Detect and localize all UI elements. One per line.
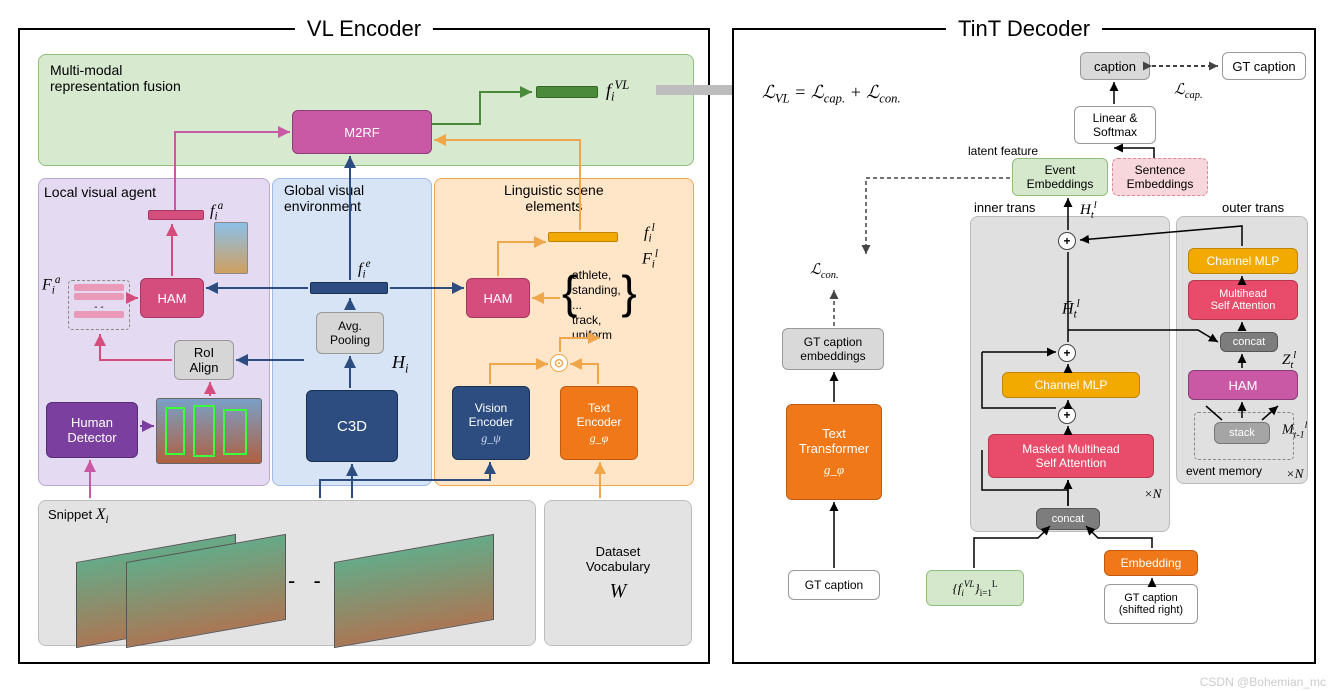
mmsa: Masked Multihead Self Attention xyxy=(988,434,1154,478)
global-label: Global visual environment xyxy=(284,182,364,214)
add-low: + xyxy=(1058,406,1076,424)
inner-xN: ×N xyxy=(1144,486,1161,502)
text-transformer: Text Transformer g_φ xyxy=(786,404,882,500)
inner-trans-label: inner trans xyxy=(974,200,1035,215)
vision-encoder: Vision Encoder g_ψ xyxy=(452,386,530,460)
vocab-W: W xyxy=(610,580,627,603)
runner-thumb xyxy=(214,222,248,274)
outer-xN: ×N xyxy=(1286,466,1303,482)
fusion-label: Multi-modal representation fusion xyxy=(50,62,181,94)
Lcap-label: ℒcap. xyxy=(1174,80,1203,101)
local-F-label: Fia xyxy=(42,274,60,297)
ling-f-bar xyxy=(548,232,618,242)
latent-label: latent feature xyxy=(968,144,1038,158)
local-label: Local visual agent xyxy=(44,184,156,200)
watermark: CSDN @Bohemian_mc xyxy=(1200,675,1326,689)
channel-mlp-inner: Channel MLP xyxy=(1002,372,1140,398)
video-frames: - - xyxy=(76,526,516,638)
elemwise-op: ⊙ xyxy=(550,354,568,372)
Zt-label: Ztl xyxy=(1282,350,1296,371)
c3d-block: C3D xyxy=(306,390,398,462)
roi-align: RoI Align xyxy=(174,340,234,380)
add-top: + xyxy=(1058,232,1076,250)
ham-ling: HAM xyxy=(466,278,530,318)
Hbar-label: H̄tl xyxy=(1062,298,1080,321)
output-f-label: fiVL xyxy=(606,78,629,105)
gt-caption-input: GT caption xyxy=(788,570,880,600)
ham-local: HAM xyxy=(140,278,204,318)
Lcon-label: ℒcon. xyxy=(810,260,839,281)
add-mid: + xyxy=(1058,344,1076,362)
embedding-block: Embedding xyxy=(1104,550,1198,576)
encoder-title: VL Encoder xyxy=(295,16,433,42)
human-detector: Human Detector xyxy=(46,402,138,458)
stack-box: stack xyxy=(1214,422,1270,444)
avg-pool: Avg. Pooling xyxy=(316,312,384,354)
event-mem-label: event memory xyxy=(1186,464,1262,478)
msa-outer: Multihead Self Attention xyxy=(1188,280,1298,320)
local-f-bar xyxy=(148,210,204,220)
vocab-label: Dataset Vocabulary xyxy=(586,544,650,574)
gt-shifted: GT caption (shifted right) xyxy=(1104,584,1198,624)
global-f-label: fie xyxy=(358,258,371,281)
ham-outer: HAM xyxy=(1188,370,1298,400)
detection-thumb xyxy=(156,398,262,464)
fvl-input: {fiVL}i=1L xyxy=(926,570,1024,606)
vocab-region: Dataset Vocabulary W xyxy=(544,500,692,646)
global-f-bar xyxy=(310,282,388,294)
event-emb: Event Embeddings xyxy=(1012,158,1108,196)
ling-f-label: fil xyxy=(644,222,655,245)
local-f-label: fia xyxy=(210,200,223,223)
channel-mlp-outer: Channel MLP xyxy=(1188,248,1298,274)
vl-encoder-panel: VL Encoder Multi-modal representation fu… xyxy=(18,28,710,664)
output-bar xyxy=(536,86,598,98)
decoder-title: TinT Decoder xyxy=(946,16,1102,42)
sent-emb: Sentence Embeddings xyxy=(1112,158,1208,196)
Mt-label: Mt-1l xyxy=(1282,420,1307,440)
outer-trans-label: outer trans xyxy=(1222,200,1284,215)
tint-decoder-panel: TinT Decoder ℒVL = ℒcap. + ℒcon. caption… xyxy=(732,28,1316,664)
caption-box: caption xyxy=(1080,52,1150,80)
m2rf-block: M2RF xyxy=(292,110,432,154)
snippet-label: Snippet Xi xyxy=(48,506,109,526)
linear-softmax: Linear & Softmax xyxy=(1074,106,1156,144)
text-encoder: Text Encoder g_φ xyxy=(560,386,638,460)
concat-inner: concat xyxy=(1036,508,1100,530)
concat-outer: concat xyxy=(1220,332,1278,352)
Ht-label: Htl xyxy=(1080,200,1097,221)
gt-caption-box: GT caption xyxy=(1222,52,1306,80)
ling-words: { athlete, standing, ... track, uniform … xyxy=(572,268,621,343)
ling-F-label: Fil xyxy=(642,248,658,271)
loss-eq: ℒVL = ℒcap. + ℒcon. xyxy=(762,82,901,107)
ling-label: Linguistic scene elements xyxy=(504,182,604,214)
gt-caption-emb: GT caption embeddings xyxy=(782,328,884,370)
global-H-label: Hi xyxy=(392,352,409,377)
local-F-bars: - - xyxy=(74,284,124,318)
